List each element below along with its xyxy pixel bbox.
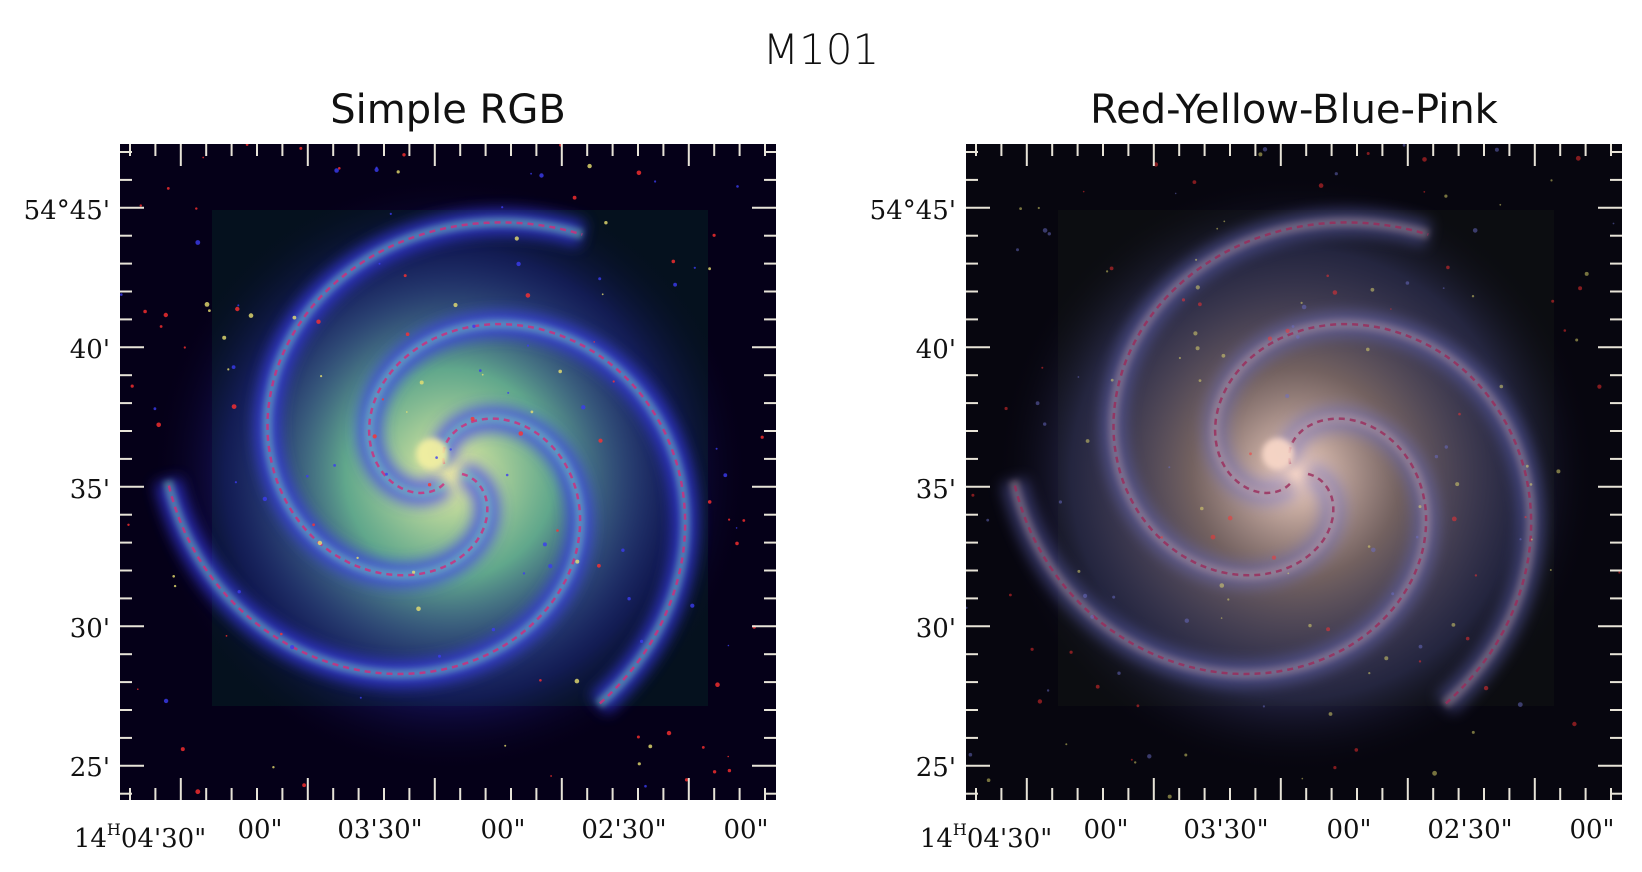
y-tick-label-right: 25' [915,753,956,783]
panel-title-left: Simple RGB [330,87,566,133]
x-tick-label-left: 02'30" [581,815,667,845]
y-tick-label-right: 40' [915,335,956,365]
y-tick-label-left: 25' [69,753,110,783]
x-tick-label-left: 03'30" [337,815,423,845]
panel-title-right: Red-Yellow-Blue-Pink [1090,87,1498,133]
galaxy-image-right [966,144,1622,800]
x-tick-label-right: 03'30" [1183,815,1269,845]
y-tick-label-left: 35' [69,475,110,505]
x-tick-label-right: 00" [1083,815,1129,845]
x-tick-label-right: 00" [1326,815,1372,845]
x-tick-label-right-first: 14H04'30" [919,820,1053,854]
y-tick-label-right: 35' [915,475,956,505]
y-tick-label-right: 54°45' [869,196,956,226]
y-tick-label-right: 30' [915,614,956,644]
x-tick-label-left: 00" [237,815,283,845]
y-tick-label-left: 30' [69,614,110,644]
galaxy-image-left [120,144,776,800]
x-tick-label-left-first: 14H04'30" [73,820,207,854]
x-tick-label-right: 02'30" [1427,815,1513,845]
figure-title: M101 [762,25,880,74]
y-tick-label-left: 54°45' [23,196,110,226]
x-tick-label-left: 00" [480,815,526,845]
x-tick-label-right: 00" [1569,815,1615,845]
x-tick-label-left: 00" [723,815,769,845]
y-tick-label-left: 40' [69,335,110,365]
